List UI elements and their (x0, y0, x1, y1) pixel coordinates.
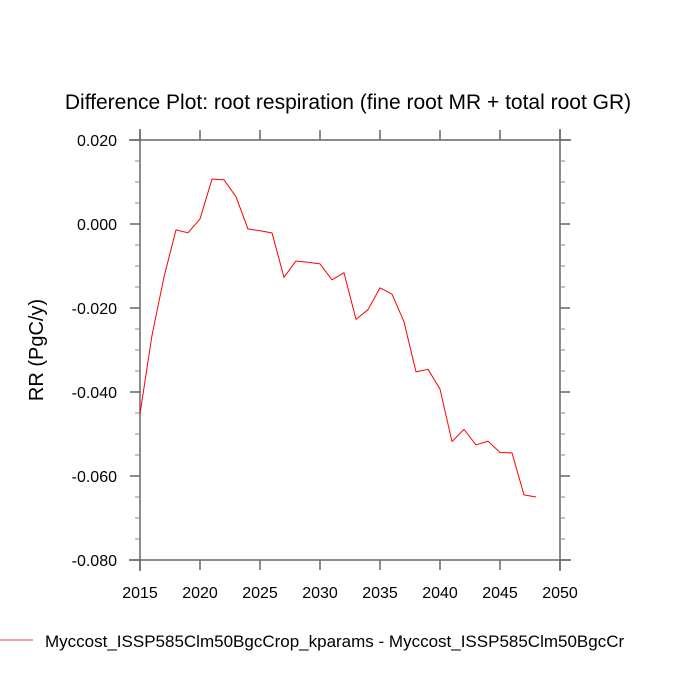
y-tick-label: -0.060 (72, 469, 117, 486)
x-axis-ticks: 2015 2020 2025 2030 2035 2040 2045 2050 (122, 130, 578, 602)
legend: Myccost_ISSP585Clm50BgcCrop_kparams - My… (0, 632, 625, 651)
y-tick-label: 0.000 (77, 217, 117, 234)
series-line (139, 178, 537, 498)
y-tick-label: -0.040 (72, 385, 117, 402)
axes (129, 129, 571, 571)
legend-label: Myccost_ISSP585Clm50BgcCrop_kparams - My… (45, 632, 625, 651)
y-tick-label: 0.020 (77, 133, 117, 150)
y-tick-label: -0.020 (72, 301, 117, 318)
x-tick-label: 2035 (362, 585, 398, 602)
x-tick-label: 2015 (122, 585, 158, 602)
x-tick-label: 2050 (542, 585, 578, 602)
x-tick-label: 2025 (242, 585, 278, 602)
x-tick-label: 2020 (182, 585, 218, 602)
series-group (139, 178, 537, 498)
x-tick-label: 2040 (422, 585, 458, 602)
y-tick-label: -0.080 (72, 553, 117, 570)
y-axis-ticks: 0.020 0.000 -0.020 -0.040 -0.060 -0.080 (72, 133, 570, 570)
chart-title: Difference Plot: root respiration (fine … (65, 91, 631, 114)
x-tick-label: 2030 (302, 585, 338, 602)
y-axis-label: RR (PgC/y) (26, 299, 48, 401)
x-tick-label: 2045 (482, 585, 518, 602)
